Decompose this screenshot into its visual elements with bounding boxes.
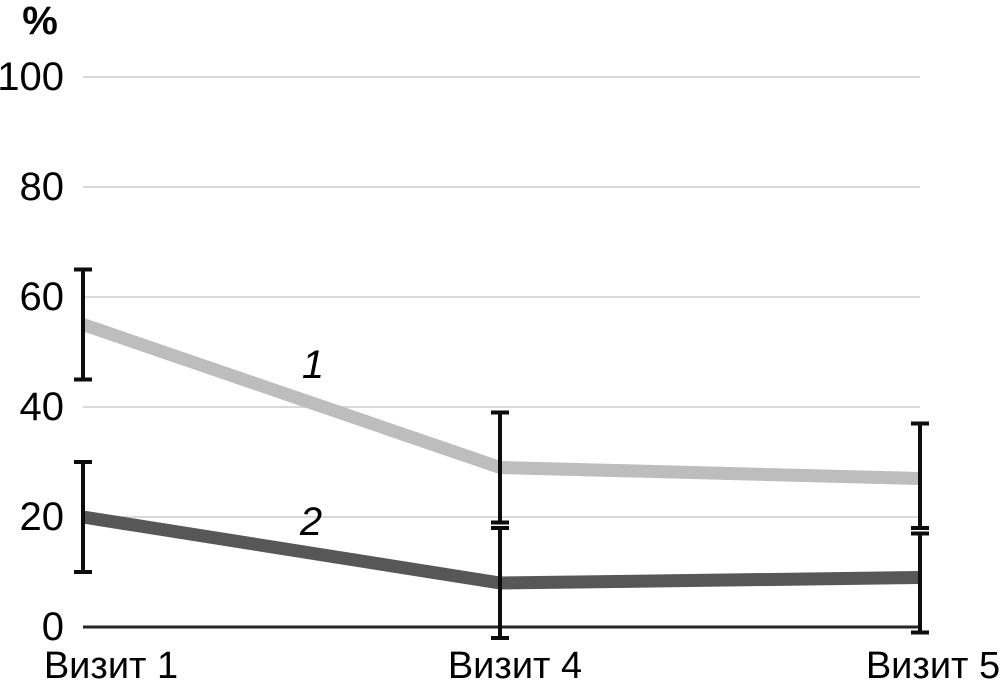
error-bar-series-1-point-1 xyxy=(74,267,92,382)
y-tick-labels: 0 20 40 60 80 100 xyxy=(0,55,64,649)
x-category-label-1: Визит 1 xyxy=(44,645,178,685)
axis-unit-label: % xyxy=(22,0,58,43)
x-category-label-2: Визит 4 xyxy=(448,645,582,685)
error-bar-series-2-point-2 xyxy=(491,526,509,640)
series-annotations: 12 xyxy=(299,343,324,544)
x-category-labels: Визит 1 Визит 4 Визит 5 xyxy=(44,645,1000,685)
gridlines xyxy=(83,76,920,518)
y-tick-label-60: 60 xyxy=(20,275,65,319)
error-bar-series-2-point-3 xyxy=(911,531,929,635)
y-tick-label-100: 100 xyxy=(0,55,64,99)
error-bars xyxy=(74,267,929,640)
error-bar-series-1-point-2 xyxy=(491,410,509,525)
percent-unit-label: % xyxy=(22,0,58,43)
error-bar-series-1-point-3 xyxy=(911,421,929,530)
y-tick-label-40: 40 xyxy=(20,385,65,429)
y-tick-label-0: 0 xyxy=(42,605,64,649)
y-tick-label-80: 80 xyxy=(20,165,65,209)
error-bar-series-2-point-1 xyxy=(74,460,92,574)
x-category-label-3: Визит 5 xyxy=(866,645,1000,685)
series-1-label: 1 xyxy=(302,343,324,387)
y-tick-label-20: 20 xyxy=(20,495,65,539)
series-2-label: 2 xyxy=(299,500,322,544)
